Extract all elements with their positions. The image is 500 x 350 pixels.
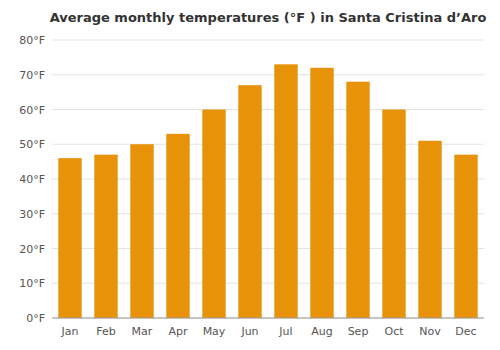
bar bbox=[274, 64, 297, 318]
x-tick-label: Mar bbox=[132, 325, 153, 338]
x-tick-label: Jan bbox=[61, 325, 79, 338]
x-tick-label: Apr bbox=[168, 325, 188, 338]
x-tick-label: Feb bbox=[96, 325, 115, 338]
bar bbox=[202, 110, 225, 319]
chart-title: Average monthly temperatures (°F ) in Sa… bbox=[50, 10, 487, 25]
x-tick-label: Aug bbox=[311, 325, 332, 338]
chart-svg: Average monthly temperatures (°F ) in Sa… bbox=[0, 0, 500, 350]
x-tick-label: Jun bbox=[240, 325, 258, 338]
x-tick-label: Jul bbox=[278, 325, 292, 338]
y-tick-label: 10°F bbox=[19, 277, 45, 290]
bar bbox=[346, 82, 369, 318]
y-grid bbox=[52, 40, 484, 318]
y-tick-label: 70°F bbox=[19, 69, 45, 82]
x-tick-label: Dec bbox=[455, 325, 476, 338]
y-tick-label: 0°F bbox=[26, 312, 45, 325]
bar bbox=[94, 155, 117, 318]
x-tick-label: Nov bbox=[419, 325, 441, 338]
bar bbox=[238, 85, 261, 318]
y-tick-label: 20°F bbox=[19, 243, 45, 256]
y-tick-label: 30°F bbox=[19, 208, 45, 221]
x-axis-line bbox=[52, 318, 484, 319]
y-tick-label: 40°F bbox=[19, 173, 45, 186]
bar bbox=[130, 144, 153, 318]
grid-line bbox=[52, 109, 484, 110]
grid-line bbox=[52, 40, 484, 41]
grid-line bbox=[52, 318, 484, 319]
y-tick-label: 50°F bbox=[19, 138, 45, 151]
bar bbox=[382, 110, 405, 319]
y-tick-label: 60°F bbox=[19, 104, 45, 117]
x-tick-label: Oct bbox=[384, 325, 404, 338]
bar bbox=[166, 134, 189, 318]
bar bbox=[454, 155, 477, 318]
bars bbox=[58, 64, 477, 318]
y-tick-label: 80°F bbox=[19, 34, 45, 47]
x-tick-label: May bbox=[203, 325, 226, 338]
bar bbox=[58, 158, 81, 318]
bar bbox=[310, 68, 333, 318]
x-tick-label: Sep bbox=[348, 325, 369, 338]
grid-line bbox=[52, 74, 484, 75]
chart-container: Average monthly temperatures (°F ) in Sa… bbox=[0, 0, 500, 350]
bar bbox=[418, 141, 441, 318]
